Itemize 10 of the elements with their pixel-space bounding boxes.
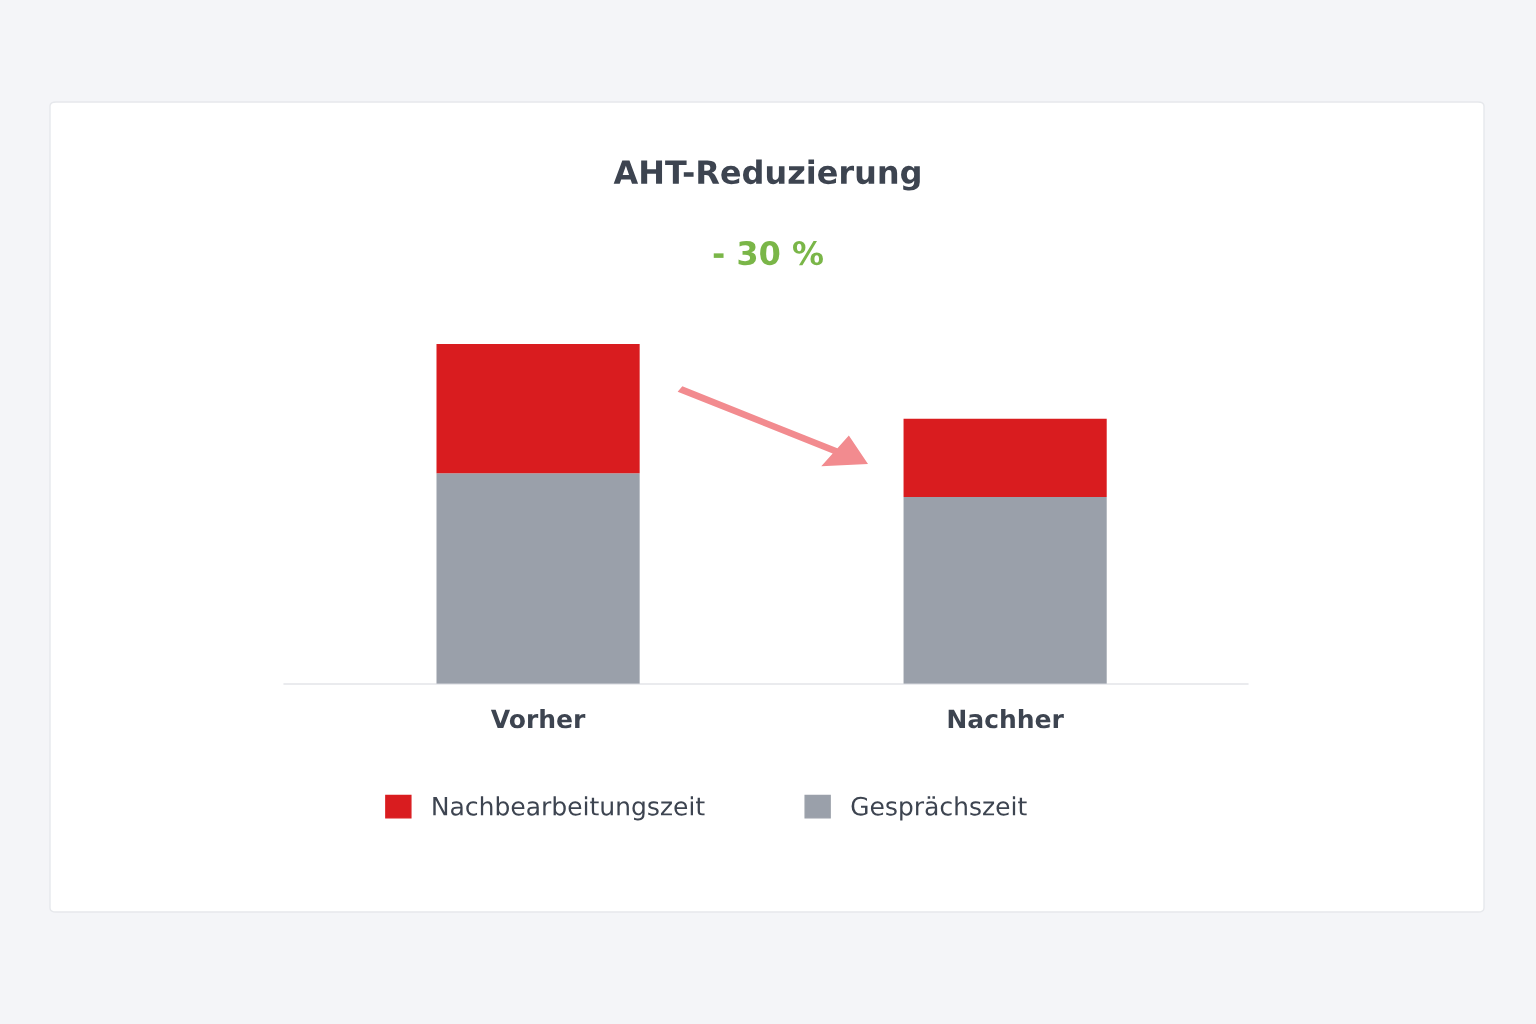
chart-subtitle: - 30 % (713, 241, 823, 266)
x-tick-label: Vorher (490, 709, 586, 729)
legend-label: Gesprächszeit (851, 796, 1027, 821)
x-tick-label: Nachher (948, 709, 1064, 729)
chart-title: AHT-Reduzierung (613, 159, 920, 191)
bar (903, 497, 1107, 684)
legend-label: Nachbearbeitungszeit (433, 796, 705, 821)
bar (436, 344, 640, 474)
bar (903, 418, 1107, 497)
bar (436, 473, 640, 684)
